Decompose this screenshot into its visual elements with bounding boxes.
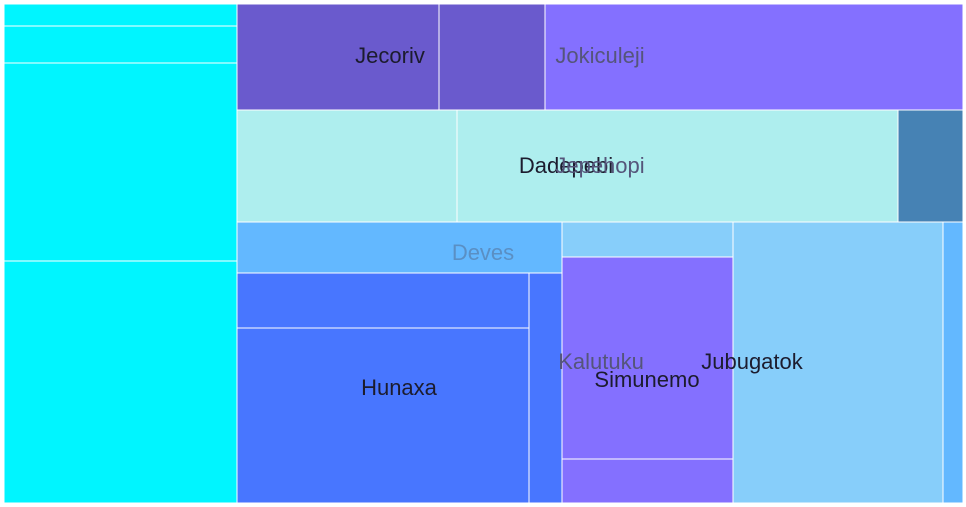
treemap-label-jubugatok: Jubugatok [701,349,804,374]
treemap-tile-cyan-2[interactable] [4,26,237,63]
treemap-tile-hunaxa[interactable] [237,328,529,503]
treemap-tile-sky-top[interactable] [562,222,733,257]
treemap-label-simunemo: Simunemo [594,367,699,392]
treemap-label-jecoriv: Jecoriv [355,43,425,68]
treemap-tile-cyan-1[interactable] [4,4,237,26]
treemap-tile-hunaxa-top[interactable] [237,273,529,328]
treemap-tile-sky-strip[interactable] [943,222,963,503]
treemap-tile-violet-bottom[interactable] [562,459,733,503]
treemap-tile-kalutuku[interactable] [529,273,562,503]
treemap-tile-cyan-4[interactable] [4,261,237,503]
treemap-label-jokiculeji-a: Jokiculeji [555,43,644,68]
treemap-label-hunaxa: Hunaxa [361,375,438,400]
treemap-label-deves: Deves [452,240,514,265]
treemap-tile-cyan-3[interactable] [4,63,237,261]
treemap-tile-steel-block[interactable] [898,110,963,222]
treemap-tile-jokiculeji-a[interactable] [439,4,545,110]
treemap-label-jepehopi: Jepehopi [555,153,644,178]
treemap-tile-dadepebi[interactable] [237,110,457,222]
